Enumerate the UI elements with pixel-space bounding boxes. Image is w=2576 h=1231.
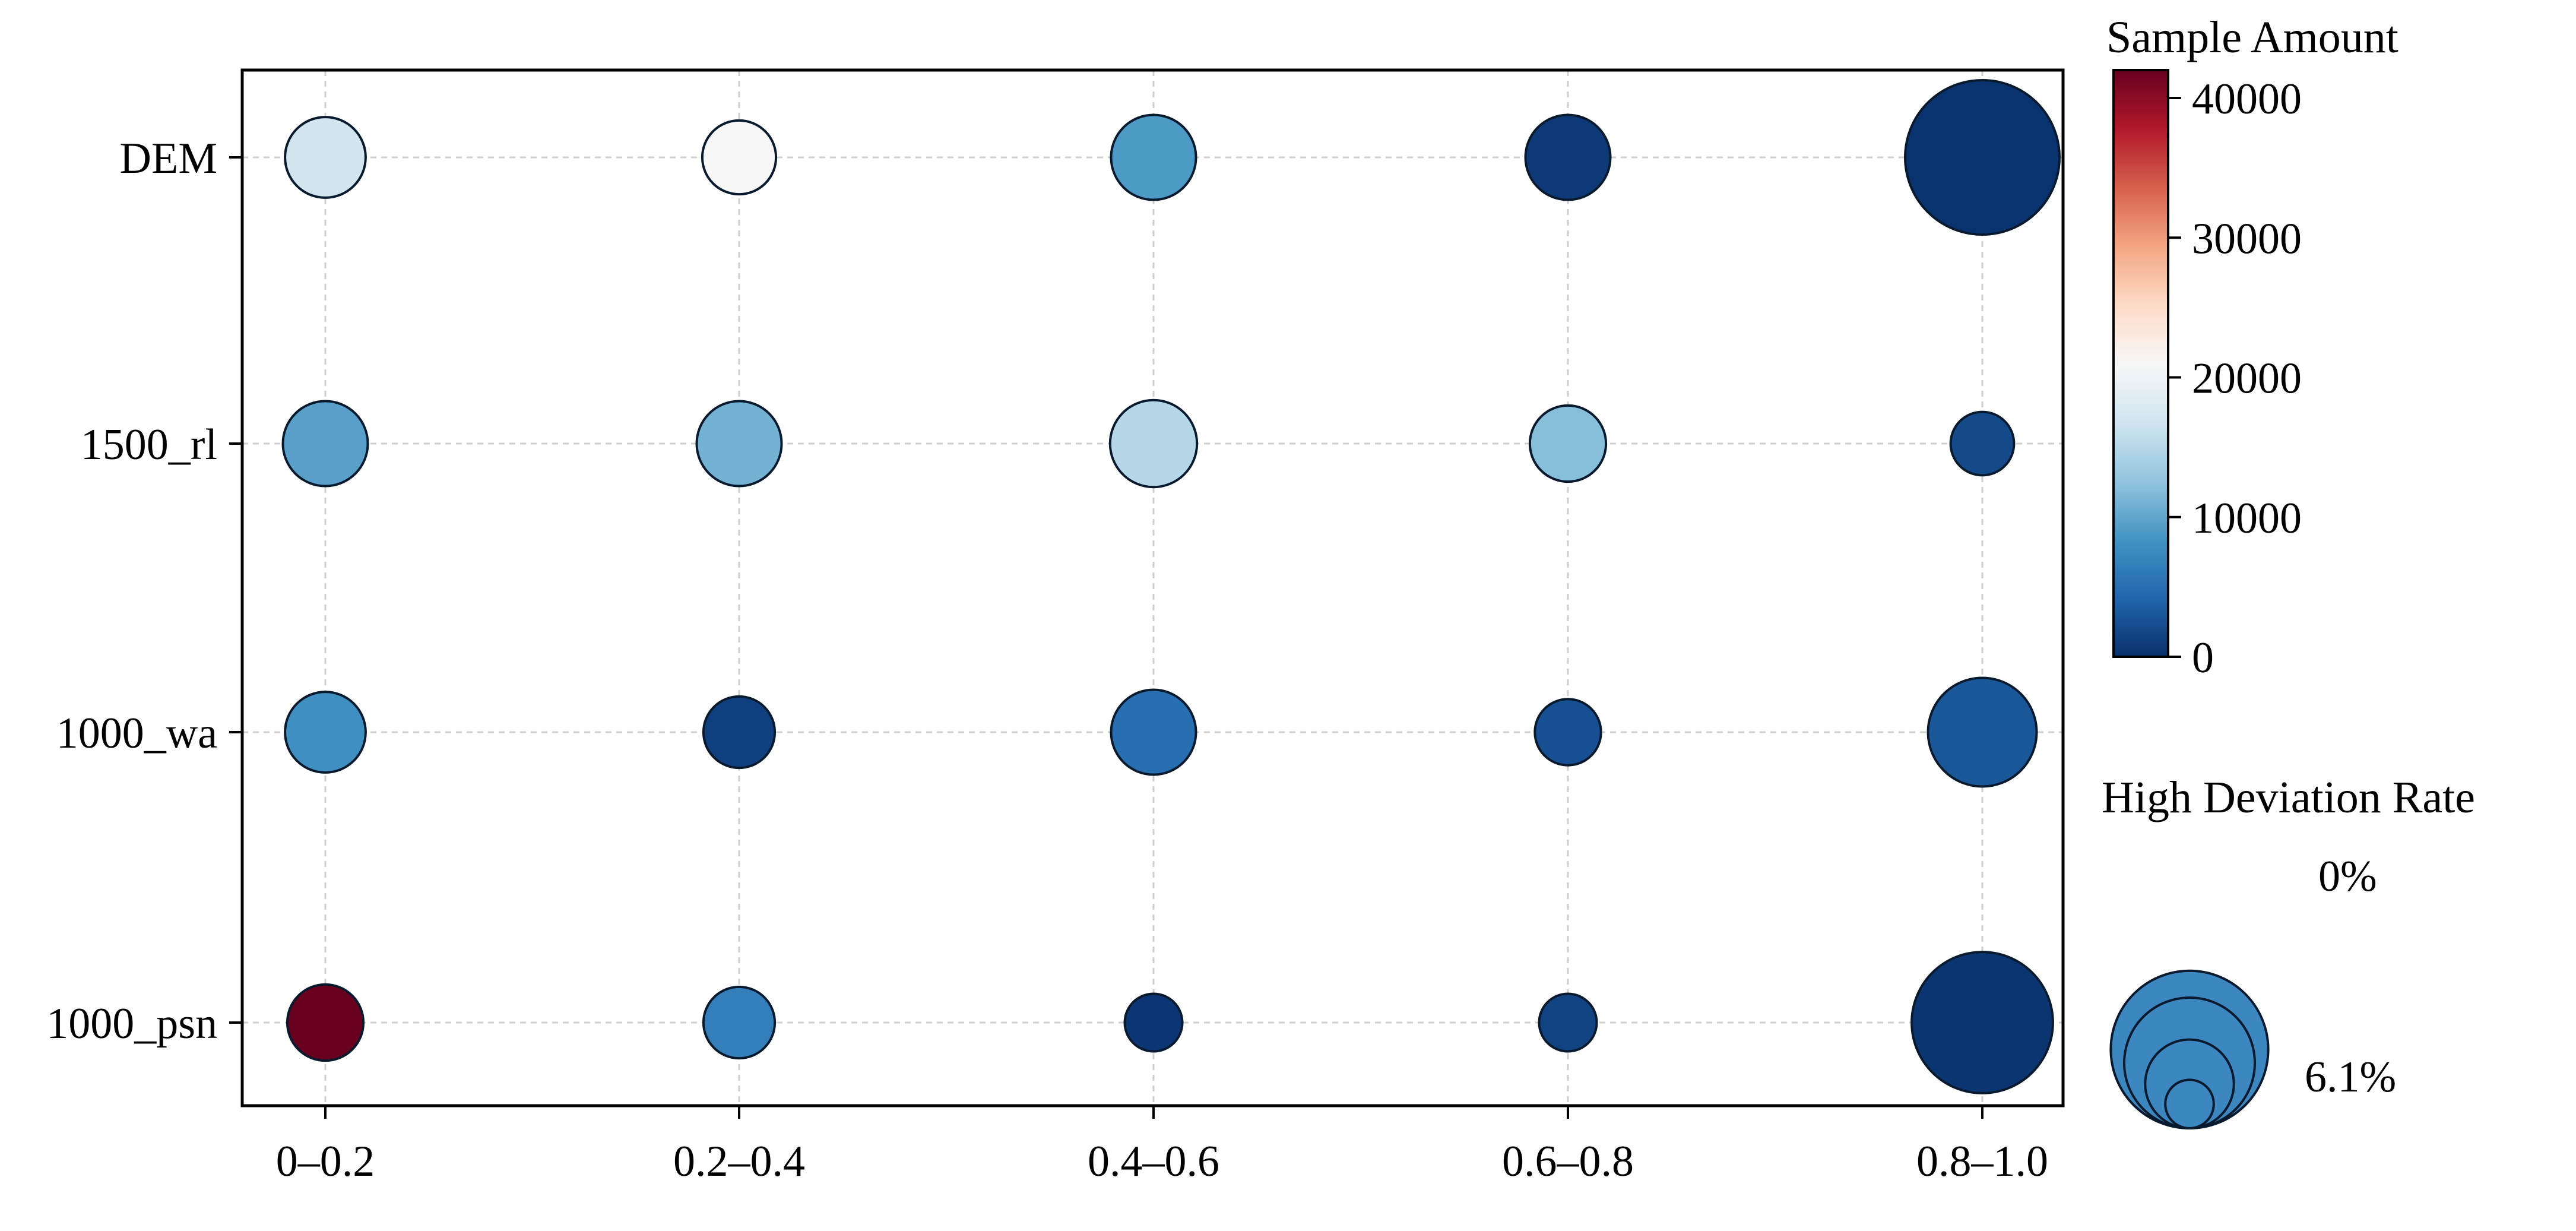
colorbar-tick-label: 40000 [2192, 75, 2302, 124]
colorbar-tick-label: 30000 [2192, 214, 2302, 263]
bubble-point [1927, 676, 2038, 788]
x-tick-label: 0.2–0.4 [673, 1137, 805, 1186]
bubble-point [701, 119, 778, 196]
colorbar-tick-label: 0 [2192, 634, 2214, 682]
x-tick-label: 0.4–0.6 [1088, 1137, 1219, 1186]
x-tick-label: 0–0.2 [276, 1137, 375, 1186]
bubble-point [1524, 113, 1612, 201]
y-tick-label: 1000_wa [56, 709, 217, 758]
bubble-point [1538, 992, 1598, 1053]
x-tick-label: 0.8–1.0 [1916, 1137, 2048, 1186]
colorbar-tick-label: 10000 [2192, 494, 2302, 543]
bubble-point [1904, 79, 2061, 236]
colorbar-legend: Sample Amount 0 10000 20000 30000 40000 [2106, 12, 2398, 682]
bubble-point [1108, 398, 1199, 489]
size-legend-bubble [2164, 1078, 2215, 1129]
bubble-point [1910, 951, 2054, 1094]
axis-ticks: 0–0.2 0.2–0.4 0.4–0.6 0.6–0.8 0.8–1.0 DEM 1500… [46, 134, 2048, 1186]
colorbar-tick-label: 20000 [2192, 355, 2302, 403]
colorbar-gradient [2112, 69, 2169, 658]
bubble-point [1949, 410, 2016, 477]
y-tick-label: 1500_rl [81, 420, 217, 469]
bubble-point [1123, 992, 1184, 1053]
y-tick-label: DEM [120, 134, 217, 183]
y-tick-label: 1000_psn [46, 999, 217, 1048]
bubble-point [284, 116, 367, 199]
bubble-point [695, 400, 783, 488]
size-legend: High Deviation Rate 0% 6.1% [2102, 773, 2475, 1130]
bubble-point [281, 400, 369, 488]
colorbar-title: Sample Amount [2106, 12, 2398, 62]
x-tick-label: 0.6–0.8 [1502, 1137, 1634, 1186]
colorbar-ticks: 0 10000 20000 30000 40000 [2168, 75, 2302, 682]
bubble-point [1533, 698, 1602, 767]
grid-lines [242, 70, 2063, 1106]
bubble-layer [281, 79, 2061, 1094]
bubble-point [284, 691, 367, 774]
bubble-point [1110, 113, 1197, 201]
size-legend-bubbles [2109, 969, 2270, 1130]
bubble-point [1528, 404, 1608, 483]
bubble-point [702, 695, 777, 770]
size-legend-min-label: 0% [2318, 852, 2377, 901]
bubble-point [1110, 688, 1197, 776]
bubble-point [702, 985, 777, 1060]
size-legend-title: High Deviation Rate [2102, 773, 2475, 822]
size-legend-max-label: 6.1% [2305, 1053, 2396, 1102]
bubble-point [286, 983, 365, 1062]
